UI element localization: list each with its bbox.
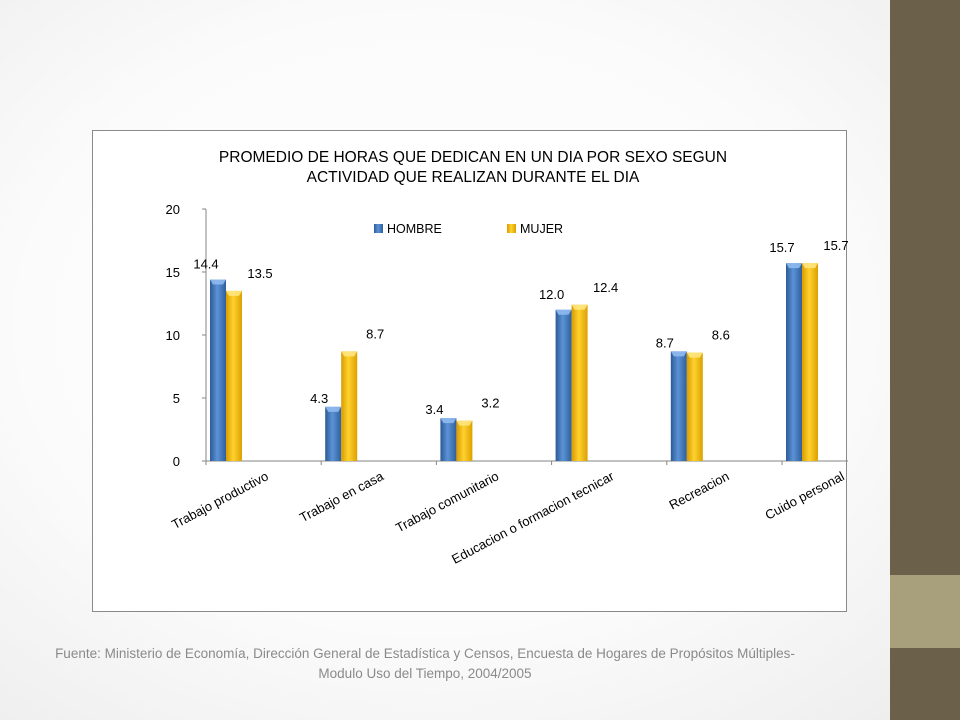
axes: 0 5 10 15 20 [166,202,848,469]
bar-hombre [786,263,802,461]
category-label: Recreacion [666,468,731,512]
y-tick-label: 0 [173,454,180,469]
bar-mujer-cap [226,290,242,296]
data-label-hombre: 8.7 [656,335,674,350]
bar-mujer-cap [802,263,818,269]
bar-hombre [440,418,457,461]
category-label: Trabajo productivo [169,468,271,532]
bar-hombre-cap [210,279,226,285]
legend-swatch-hombre [374,224,383,233]
bar-mujer [341,351,358,461]
category-labels: Trabajo productivo Trabajo en casa Trabajo… [169,468,847,567]
data-label-mujer: 8.6 [712,328,730,343]
chart-title-line-1: PROMEDIO DE HORAS QUE DEDICAN EN UN DIA … [219,149,727,166]
bar-hombre [670,351,687,461]
data-labels: 14.4 13.5 4.3 8.7 3.4 3.2 12.0 12.4 8.7 8.6 15.7 15… [193,238,848,417]
data-label-hombre: 15.7 [769,240,794,255]
bar-mujer [456,420,473,461]
bar-mujer-cap [456,420,473,426]
side-accent-middle [890,575,960,648]
y-tick-label: 20 [166,202,180,217]
bar-mujer [802,263,818,461]
side-accent-bottom [890,648,960,720]
bar-hombre [210,279,226,461]
source-footnote: Fuente: Ministerio de Economía, Direcció… [55,646,795,681]
legend-label-mujer: MUJER [520,222,563,236]
chart-frame: PROMEDIO DE HORAS QUE DEDICAN EN UN DIA … [92,130,848,612]
chart-title-line-2: ACTIVIDAD QUE REALIZAN DURANTE EL DIA [307,169,640,186]
bar-hombre-cap [786,263,802,269]
bar-mujer [686,352,703,461]
bar-hombre [555,309,572,461]
y-tick-label: 10 [166,328,180,343]
category-label: Cuido personal [763,468,847,522]
y-tick-label: 5 [173,391,180,406]
legend-swatch-mujer [507,224,516,233]
side-accent-top [890,0,960,575]
bar-hombre-cap [440,418,457,424]
data-label-hombre: 3.4 [425,402,443,417]
bar-hombre-cap [670,351,687,357]
bar-hombre-cap [555,309,572,315]
legend: HOMBRE MUJER [374,222,563,236]
bars [210,263,818,461]
bar-mujer-cap [686,352,703,358]
data-label-mujer: 12.4 [593,280,618,295]
bar-hombre [325,406,342,461]
legend-label-hombre: HOMBRE [387,222,442,236]
bar-hombre-cap [325,406,342,412]
data-label-mujer: 13.5 [247,266,272,281]
data-label-hombre: 4.3 [310,391,328,406]
category-label: Trabajo en casa [297,468,387,525]
bar-mujer [571,304,588,461]
category-label: Trabajo comunitario [393,468,501,535]
bar-mujer [226,290,242,461]
data-label-mujer: 15.7 [823,238,848,253]
data-label-mujer: 8.7 [366,326,384,341]
data-label-hombre: 14.4 [193,257,218,272]
bar-mujer-cap [341,351,358,357]
bar-chart: PROMEDIO DE HORAS QUE DEDICAN EN UN DIA … [166,149,848,567]
y-tick-label: 15 [166,265,180,280]
bar-mujer-cap [571,304,588,310]
data-label-hombre: 12.0 [539,287,564,302]
data-label-mujer: 3.2 [481,396,499,411]
